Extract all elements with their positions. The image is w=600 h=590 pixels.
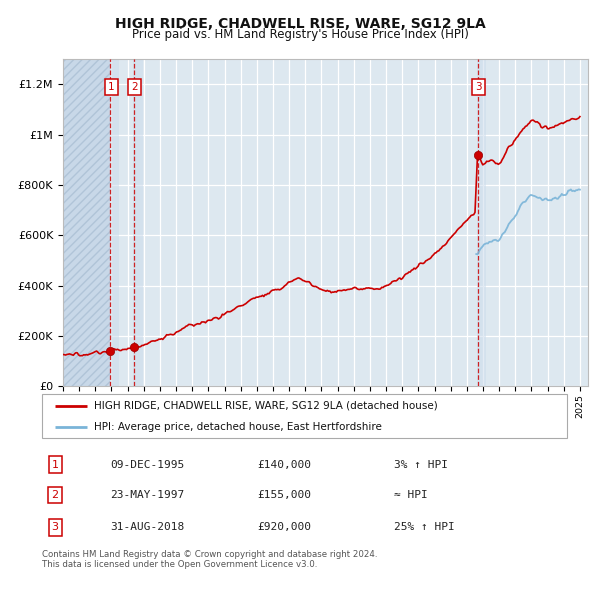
Text: HIGH RIDGE, CHADWELL RISE, WARE, SG12 9LA (detached house): HIGH RIDGE, CHADWELL RISE, WARE, SG12 9L… bbox=[95, 401, 438, 411]
Text: 31-AUG-2018: 31-AUG-2018 bbox=[110, 523, 185, 533]
Text: 09-DEC-1995: 09-DEC-1995 bbox=[110, 460, 185, 470]
Text: HPI: Average price, detached house, East Hertfordshire: HPI: Average price, detached house, East… bbox=[95, 422, 382, 432]
Bar bbox=[133, 59, 143, 386]
Text: 25% ↑ HPI: 25% ↑ HPI bbox=[394, 523, 455, 533]
Text: 23-MAY-1997: 23-MAY-1997 bbox=[110, 490, 185, 500]
Text: £920,000: £920,000 bbox=[257, 523, 311, 533]
Text: Price paid vs. HM Land Registry's House Price Index (HPI): Price paid vs. HM Land Registry's House … bbox=[131, 28, 469, 41]
Text: ≈ HPI: ≈ HPI bbox=[394, 490, 427, 500]
Text: 3: 3 bbox=[52, 523, 59, 533]
Text: 2: 2 bbox=[131, 82, 138, 92]
Bar bbox=[477, 59, 487, 386]
Text: Contains HM Land Registry data © Crown copyright and database right 2024.
This d: Contains HM Land Registry data © Crown c… bbox=[42, 550, 377, 569]
Text: 1: 1 bbox=[52, 460, 59, 470]
Text: 3: 3 bbox=[475, 82, 482, 92]
Text: 2: 2 bbox=[52, 490, 59, 500]
Text: 3% ↑ HPI: 3% ↑ HPI bbox=[394, 460, 448, 470]
Text: £155,000: £155,000 bbox=[257, 490, 311, 500]
Bar bbox=[63, 59, 110, 386]
Bar bbox=[110, 59, 119, 386]
Text: HIGH RIDGE, CHADWELL RISE, WARE, SG12 9LA: HIGH RIDGE, CHADWELL RISE, WARE, SG12 9L… bbox=[115, 17, 485, 31]
Text: £140,000: £140,000 bbox=[257, 460, 311, 470]
Text: 1: 1 bbox=[108, 82, 115, 92]
